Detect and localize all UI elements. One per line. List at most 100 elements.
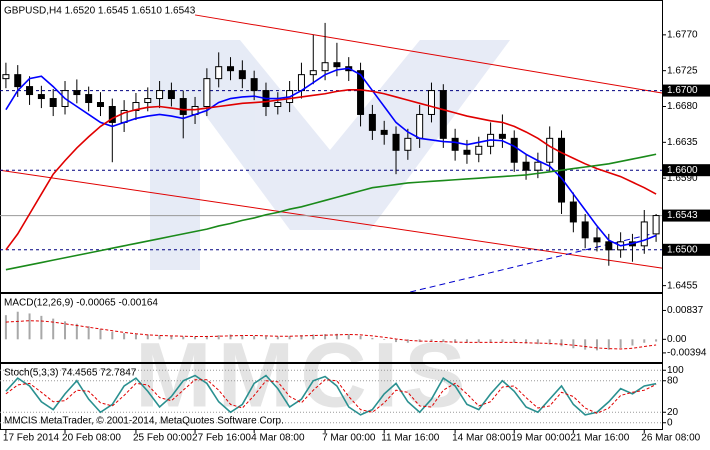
candle-body [250, 78, 258, 92]
candle-body [593, 237, 601, 243]
y-tick-label: 1.6770 [667, 29, 698, 40]
histogram-bar [489, 339, 492, 343]
x-tick-label: 14 Mar 08:00 [452, 433, 511, 444]
x-tick-label: 27 Feb 16:00 [192, 433, 251, 444]
histogram-bar [513, 339, 516, 343]
candle-body [167, 90, 175, 100]
candle-body [510, 137, 518, 163]
y-tick-label: 0.00837 [667, 305, 704, 316]
candle-body [85, 94, 93, 104]
candle-body [274, 102, 282, 107]
watermark: MMCIS [135, 324, 472, 426]
level-box [663, 164, 710, 177]
candle-body [605, 241, 613, 251]
candle-body [333, 62, 341, 68]
histogram-bar [217, 335, 220, 340]
level-label: 1.6500 [667, 244, 698, 255]
y-tick-label: 1.6590 [667, 173, 698, 184]
panel-title: MACD(12,26,9) -0.00065 -0.00164 [4, 298, 158, 309]
candle-body [37, 94, 45, 100]
candle-body [498, 133, 506, 139]
y-tick-label: 1.6725 [667, 65, 698, 76]
last-price-label: 1.6543 [667, 210, 698, 221]
candle-body [156, 90, 164, 100]
candle-body [108, 105, 116, 123]
y-tick-label: -0.00394 [667, 348, 707, 359]
y-tick-label: 1.6680 [667, 101, 698, 112]
trend-line [194, 14, 663, 94]
series-line [5, 153, 657, 271]
panel-title: Stoch(5,3,3) 74.4565 72.7847 [4, 368, 137, 379]
histogram-bar [607, 339, 610, 350]
histogram-bar [643, 339, 646, 343]
histogram-bar [111, 331, 114, 340]
histogram-bar [548, 339, 551, 345]
histogram-bar [16, 311, 19, 340]
candle-body [357, 70, 365, 115]
candle-body [96, 102, 104, 107]
candle-body [227, 66, 235, 72]
histogram-bar [572, 339, 575, 349]
histogram-bar [395, 339, 398, 343]
histogram-bar [655, 339, 658, 342]
histogram-bar [619, 339, 622, 348]
y-tick-label: 1.6635 [667, 137, 698, 148]
histogram-bar [359, 335, 362, 340]
candle-body [238, 70, 246, 80]
candle-body [392, 133, 400, 151]
candle-body [463, 149, 471, 155]
candle-body [14, 74, 22, 88]
histogram-bar [477, 339, 480, 343]
candle-body [144, 98, 152, 104]
candle-body [451, 137, 459, 151]
candle-body [652, 215, 660, 235]
candle-body [534, 161, 542, 171]
panel-title: GBPUSD,H4 1.6520 1.6545 1.6510 1.6543 [4, 6, 196, 17]
histogram-bar [4, 315, 7, 340]
candle-body [581, 221, 589, 239]
candle-body [26, 86, 34, 96]
histogram-bar [99, 328, 102, 340]
x-tick-label: 17 Feb 2014 [3, 433, 60, 444]
histogram-bar [52, 318, 55, 340]
histogram-bar [454, 339, 457, 343]
panel-frame [0, 362, 663, 430]
candle-body [546, 137, 554, 163]
candle-body [215, 66, 223, 80]
histogram-bar [134, 334, 137, 340]
last-price-box [663, 209, 710, 222]
histogram-bar [430, 339, 433, 342]
candle-body [309, 70, 317, 76]
histogram-bar [335, 333, 338, 340]
trend-line [0, 169, 663, 269]
y-tick-label: 20 [667, 407, 679, 418]
candle-body [427, 90, 435, 115]
y-tick-label: 100 [667, 365, 684, 376]
x-tick-label: 19 Mar 00:00 [511, 433, 570, 444]
histogram-bar [253, 335, 256, 340]
histogram-bar [229, 334, 232, 340]
histogram-bar [40, 315, 43, 340]
candle-body [2, 74, 10, 80]
level-box [663, 84, 710, 97]
candle-body [321, 62, 329, 72]
histogram-bar [347, 334, 350, 340]
histogram-bar [406, 339, 409, 343]
x-tick-label: 26 Mar 08:00 [641, 433, 700, 444]
histogram-bar [123, 333, 126, 340]
histogram-bar [501, 339, 504, 343]
y-tick-label: 0 [667, 417, 673, 428]
histogram-bar [28, 313, 31, 340]
histogram-bar [170, 335, 173, 340]
histogram-bar [631, 339, 634, 346]
candle-body [475, 145, 483, 155]
level-label: 1.6600 [667, 165, 698, 176]
candle-body [640, 221, 648, 247]
candle-body [203, 78, 211, 107]
histogram-bar [560, 339, 563, 347]
histogram-bar [205, 335, 208, 340]
histogram-bar [324, 334, 327, 340]
